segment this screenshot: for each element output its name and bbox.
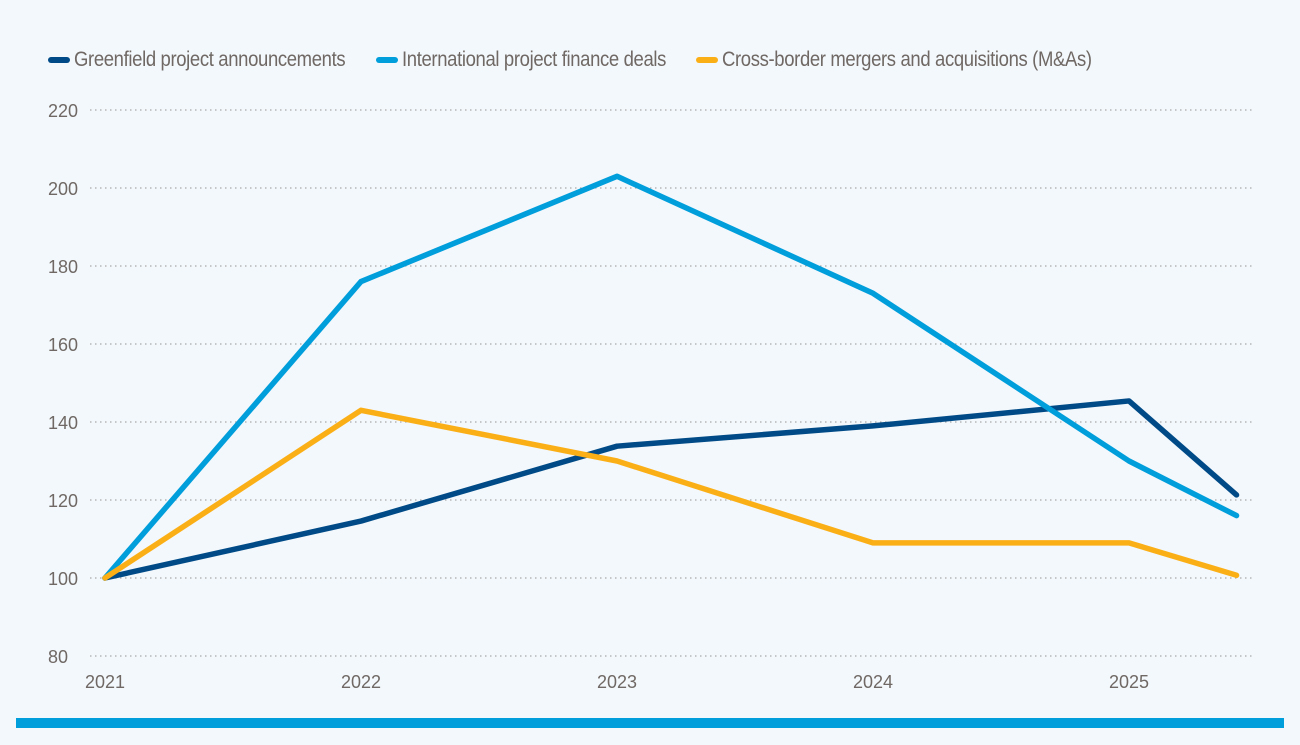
legend-item-greenfield: Greenfield project announcements <box>48 48 362 72</box>
y-tick-label: 160 <box>48 335 78 355</box>
y-tick-label: 140 <box>48 413 78 433</box>
y-tick-label: 100 <box>48 569 78 589</box>
y-tick-label: 80 <box>48 647 68 667</box>
x-tick-label: 2023 <box>597 672 637 692</box>
series-line-1 <box>102 173 1240 581</box>
legend-item-mergers: Cross-border mergers and acquisitions (M… <box>696 48 1122 72</box>
x-tick-label: 2022 <box>341 672 381 692</box>
y-tick-label: 220 <box>48 101 78 121</box>
x-tick-label: 2024 <box>853 672 893 692</box>
y-tick-label: 120 <box>48 491 78 511</box>
legend-item-project-finance: International project finance deals <box>376 48 682 72</box>
series-line-0 <box>102 398 1240 581</box>
y-tick-label: 180 <box>48 257 78 277</box>
legend-label: Cross-border mergers and acquisitions (M… <box>722 48 1092 71</box>
legend-label: International project finance deals <box>402 48 667 71</box>
series-line-2 <box>102 407 1240 581</box>
legend-swatch <box>696 57 719 63</box>
x-tick-label: 2025 <box>1109 672 1149 692</box>
legend-label: Greenfield project announcements <box>74 48 346 71</box>
legend-swatch <box>48 57 70 63</box>
y-tick-label: 200 <box>48 179 78 199</box>
footer-bar <box>16 718 1284 728</box>
legend-swatch <box>376 57 399 63</box>
x-tick-label: 2021 <box>85 672 125 692</box>
legend: Greenfield project announcements Interna… <box>48 48 1122 72</box>
